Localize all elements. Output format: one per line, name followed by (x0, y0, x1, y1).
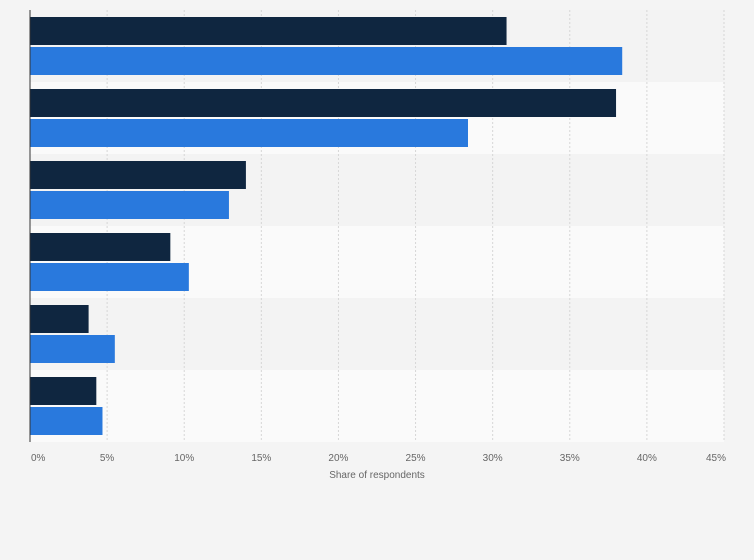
x-tick-label: 40% (637, 453, 657, 464)
bar-series-2 (30, 47, 623, 75)
bars (30, 17, 623, 435)
bar-series-1 (30, 233, 171, 261)
x-tick-label: 25% (406, 453, 426, 464)
category-band (30, 370, 724, 442)
bar-series-1 (30, 17, 507, 45)
x-tick-label: 30% (483, 453, 503, 464)
gridlines (106, 10, 725, 442)
x-tick-label: 45% (706, 453, 726, 464)
x-tick-label: 5% (100, 453, 115, 464)
x-tick-label: 20% (328, 453, 348, 464)
x-tick-label: 0% (31, 453, 46, 464)
bar-series-1 (30, 161, 246, 189)
bar-series-1 (30, 89, 617, 117)
bar-series-1 (30, 377, 97, 405)
bar-series-2 (30, 191, 229, 219)
bar-series-2 (30, 335, 115, 363)
bar-series-1 (30, 305, 89, 333)
x-tick-label: 10% (174, 453, 194, 464)
category-band (30, 298, 724, 370)
x-axis-title: Share of respondents (329, 470, 425, 481)
x-tick-label: 15% (251, 453, 271, 464)
bar-series-2 (30, 119, 468, 147)
x-tick-labels: 0% 5% 10% 15% 20% 25% 30% 35% 40% 45% (31, 453, 726, 464)
x-tick-label: 35% (560, 453, 580, 464)
bar-series-2 (30, 263, 189, 291)
bar-series-2 (30, 407, 103, 435)
